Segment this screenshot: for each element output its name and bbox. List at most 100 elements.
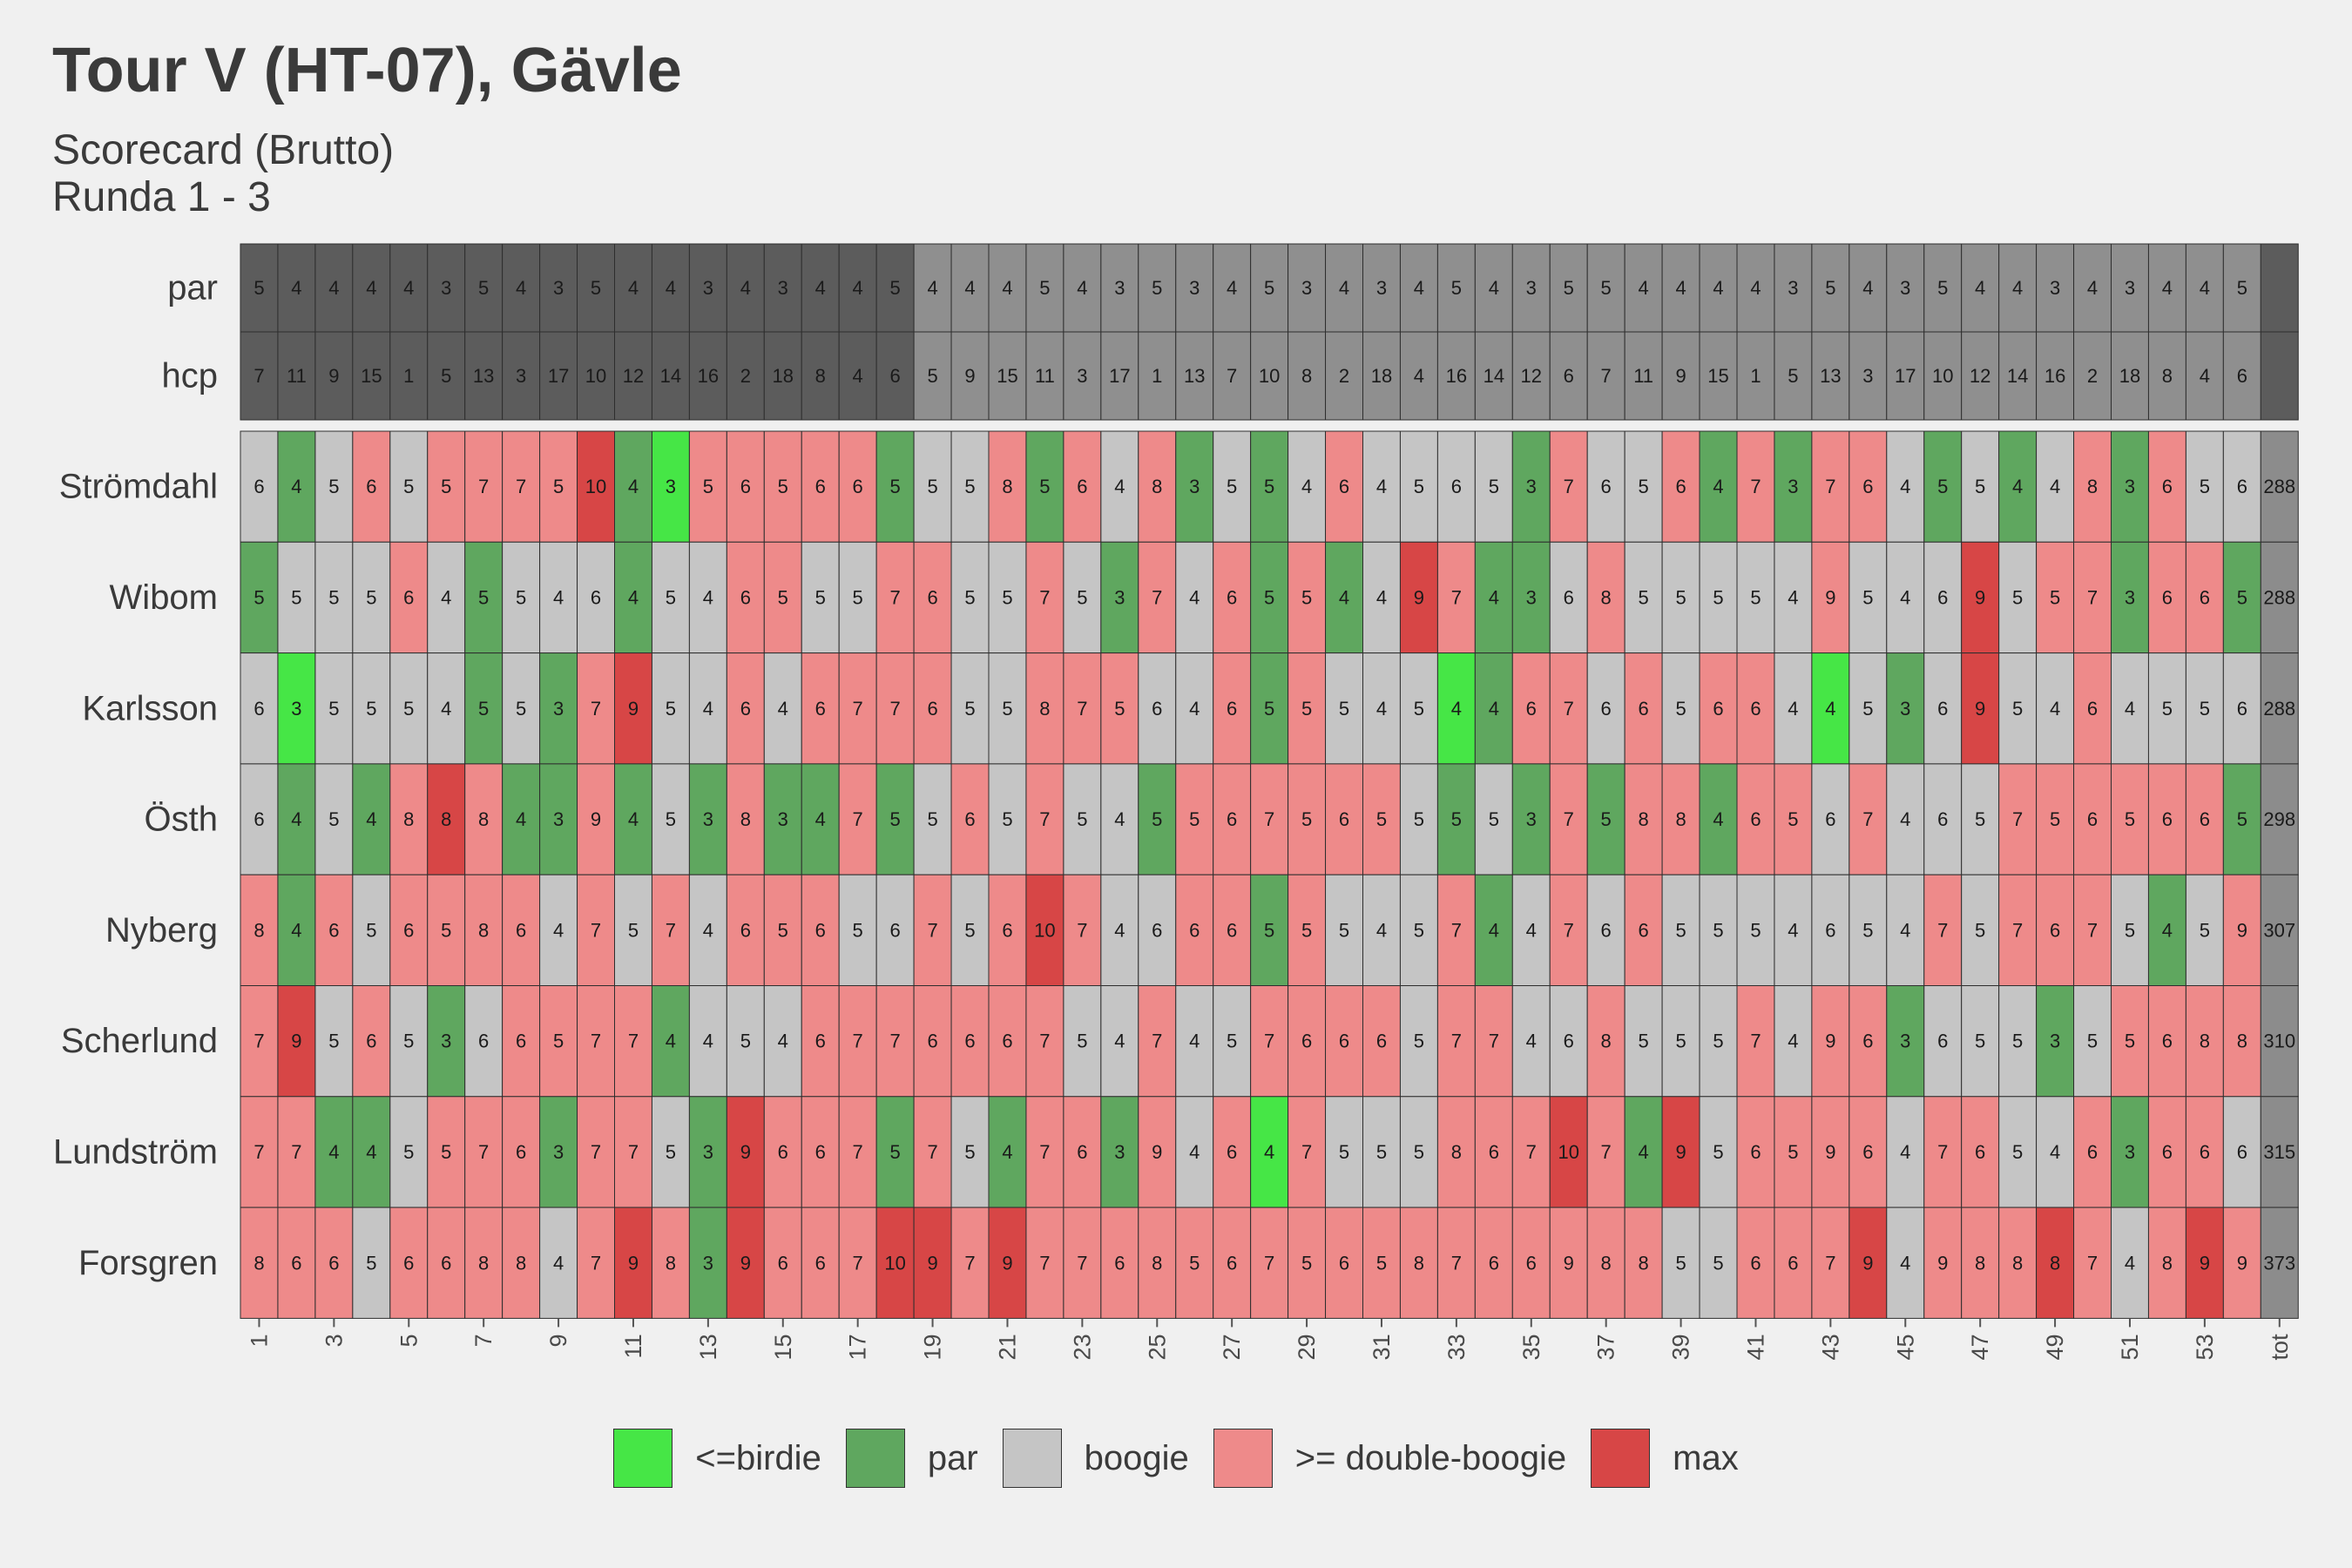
score-cell-text: 7 bbox=[853, 1031, 863, 1052]
score-cell bbox=[1063, 652, 1102, 765]
score-cell-text: 6 bbox=[403, 1252, 414, 1274]
score-cell-text: 5 bbox=[366, 698, 376, 720]
score-cell bbox=[1213, 430, 1252, 543]
cell-text-hcp-19: 5 bbox=[927, 365, 937, 387]
cell-text-par-51: 3 bbox=[2125, 277, 2135, 299]
score-cell bbox=[913, 763, 952, 875]
score-cell bbox=[1175, 1096, 1214, 1208]
score-cell-text: 3 bbox=[2050, 1031, 2060, 1052]
score-cell-text: 6 bbox=[1937, 808, 1948, 830]
score-cell-text: 5 bbox=[2125, 1031, 2135, 1052]
cell-text-par-34: 4 bbox=[1489, 277, 1499, 299]
score-cell bbox=[314, 985, 354, 1098]
score-cell-text: 4 bbox=[1489, 919, 1499, 941]
x-tick-label: 17 bbox=[845, 1334, 871, 1360]
score-cell-text: 6 bbox=[1114, 1252, 1125, 1274]
cell-hcp-48 bbox=[1998, 331, 2038, 421]
score-cell-text: 7 bbox=[1862, 808, 1873, 830]
score-cell bbox=[277, 1206, 316, 1319]
score-cell-text: 6 bbox=[1077, 476, 1087, 497]
cell-hcp-20 bbox=[950, 331, 990, 421]
cell-hcp-10 bbox=[577, 331, 615, 421]
cell-par-45 bbox=[1886, 243, 1925, 333]
x-tick-label: 11 bbox=[620, 1334, 646, 1358]
score-cell-text: 3 bbox=[1526, 586, 1537, 608]
score-cell bbox=[1138, 541, 1177, 654]
score-cell-text: 6 bbox=[740, 698, 751, 720]
score-cell-text: 6 bbox=[1975, 1141, 1985, 1163]
score-cell bbox=[801, 1206, 840, 1319]
score-cell bbox=[838, 763, 877, 875]
score-cell-text: 7 bbox=[1451, 919, 1462, 941]
score-cell-text: 6 bbox=[964, 1031, 975, 1052]
total-cell bbox=[2260, 1206, 2299, 1319]
score-cell bbox=[950, 763, 990, 875]
score-cell bbox=[1100, 985, 1139, 1098]
score-cell bbox=[1474, 874, 1513, 987]
score-cell bbox=[651, 541, 690, 654]
score-cell-text: 9 bbox=[1825, 1141, 1835, 1163]
legend-label-par: par bbox=[927, 1438, 978, 1477]
score-cell-text: 7 bbox=[1564, 919, 1574, 941]
score-cell-text: 5 bbox=[628, 919, 639, 941]
score-cell bbox=[2111, 1206, 2149, 1319]
score-cell-text: 6 bbox=[1639, 919, 1649, 941]
score-cell-text: 4 bbox=[366, 808, 376, 830]
cell-par-28 bbox=[1250, 243, 1289, 333]
score-cell bbox=[875, 1096, 915, 1208]
score-cell bbox=[1848, 1206, 1888, 1319]
cell-hcp-52 bbox=[2147, 331, 2186, 421]
score-cell-text: 5 bbox=[927, 476, 937, 497]
cell-hcp-13 bbox=[688, 331, 727, 421]
score-cell-text: 5 bbox=[1189, 808, 1200, 830]
cell-hcp-25 bbox=[1138, 331, 1177, 421]
score-cell bbox=[801, 985, 840, 1098]
score-cell bbox=[1399, 430, 1438, 543]
score-cell bbox=[988, 874, 1027, 987]
score-cell bbox=[2073, 652, 2112, 765]
score-cell bbox=[651, 1206, 690, 1319]
score-cell bbox=[240, 763, 279, 875]
cell-hcp-23 bbox=[1063, 331, 1102, 421]
score-cell-text: 6 bbox=[1750, 1141, 1761, 1163]
score-cell-text: 5 bbox=[1788, 808, 1798, 830]
score-cell-text: 5 bbox=[740, 1031, 751, 1052]
score-cell-text: 5 bbox=[441, 1141, 451, 1163]
cell-text-par-49: 3 bbox=[2050, 277, 2060, 299]
score-cell-text: 8 bbox=[1601, 586, 1612, 608]
score-cell-text: 6 bbox=[591, 586, 601, 608]
cell-text-par-42: 3 bbox=[1788, 277, 1798, 299]
cell-par-33 bbox=[1436, 243, 1476, 333]
score-cell bbox=[1063, 430, 1102, 543]
score-cell bbox=[464, 985, 504, 1098]
score-cell-text: 4 bbox=[1376, 586, 1387, 608]
score-cell-text: 4 bbox=[778, 698, 788, 720]
total-cell bbox=[2260, 652, 2299, 765]
cell-hcp-55 bbox=[2260, 331, 2299, 421]
score-cell-text: 5 bbox=[1675, 1031, 1686, 1052]
score-cell-text: 5 bbox=[1227, 476, 1237, 497]
score-cell-text: 7 bbox=[1489, 1031, 1499, 1052]
score-cell bbox=[1549, 430, 1588, 543]
score-cell-text: 7 bbox=[1825, 476, 1835, 497]
score-cell-text: 6 bbox=[1489, 1252, 1499, 1274]
score-cell-text: 4 bbox=[1900, 808, 1910, 830]
score-cell bbox=[1288, 874, 1327, 987]
score-cell-text: 5 bbox=[2012, 698, 2023, 720]
score-cell-text: 4 bbox=[1376, 919, 1387, 941]
score-cell bbox=[1998, 763, 2038, 875]
score-cell-text: 3 bbox=[703, 808, 713, 830]
score-cell-text: 6 bbox=[1301, 1031, 1312, 1052]
score-cell-text: 6 bbox=[890, 919, 901, 941]
cell-par-34 bbox=[1474, 243, 1513, 333]
score-cell bbox=[1063, 1096, 1102, 1208]
score-cell bbox=[614, 652, 652, 765]
score-cell-text: 5 bbox=[666, 698, 676, 720]
cell-par-30 bbox=[1325, 243, 1364, 333]
score-cell bbox=[2147, 763, 2186, 875]
score-cell-text: 8 bbox=[441, 808, 451, 830]
cell-text-par-47: 4 bbox=[1975, 277, 1985, 299]
cell-par-53 bbox=[2185, 243, 2224, 333]
cell-text-par-8: 4 bbox=[516, 277, 526, 299]
cell-text-par-40: 4 bbox=[1713, 277, 1723, 299]
